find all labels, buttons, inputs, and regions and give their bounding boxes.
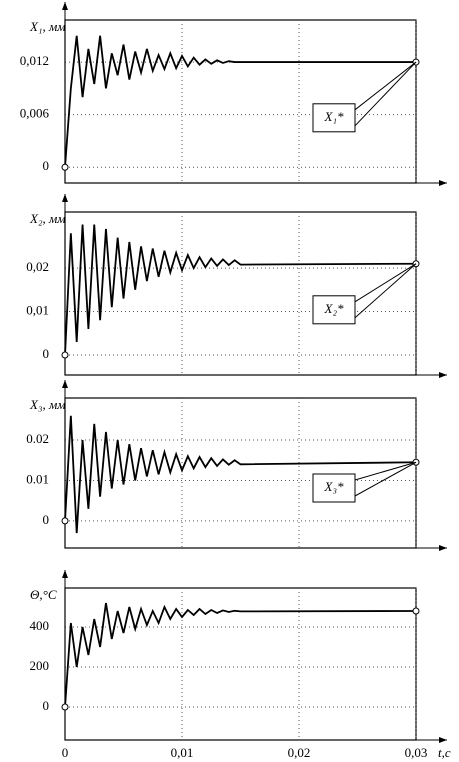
- callout-line: [354, 61, 417, 111]
- y-axis-label: X₂, мм: [29, 211, 66, 226]
- point-marker: [61, 517, 69, 525]
- y-axis-label: X₃, мм: [29, 397, 66, 412]
- y-tick-label: 0.01: [26, 471, 49, 486]
- plot-frame: [64, 397, 417, 549]
- y-tick-label: 0: [43, 698, 50, 713]
- point-marker: [412, 607, 420, 615]
- plot-frame: [64, 19, 417, 184]
- annotation: X₁*: [324, 109, 344, 124]
- y-tick-label: 0,02: [26, 259, 49, 274]
- plot-frame: [64, 211, 417, 376]
- callout-line: [354, 263, 417, 319]
- y-tick-label: 200: [30, 658, 50, 673]
- annotation: X₃*: [324, 479, 344, 494]
- y-tick-label: 0.02: [26, 431, 49, 446]
- annotation: X₂*: [324, 301, 344, 316]
- x-tick-label: 0,01: [171, 745, 194, 760]
- callout-line: [354, 61, 417, 127]
- y-tick-label: 400: [30, 618, 50, 633]
- y-tick-label: 0,012: [20, 53, 49, 68]
- data-line: [64, 224, 417, 356]
- y-axis-label: X₁, мм: [29, 19, 66, 34]
- y-tick-label: 0,006: [20, 106, 50, 121]
- callout-line: [354, 263, 417, 303]
- data-line: [64, 415, 417, 534]
- annotation-box: [312, 473, 356, 503]
- x-axis-label: t,c: [438, 745, 451, 760]
- callout-line: [354, 461, 417, 497]
- y-tick-label: 0: [43, 346, 50, 361]
- point-marker: [61, 351, 69, 359]
- point-marker: [61, 703, 69, 711]
- annotation-box: [312, 103, 356, 133]
- data-line: [64, 602, 417, 708]
- y-tick-label: 0: [43, 158, 50, 173]
- point-marker: [61, 163, 69, 171]
- annotation-box: [312, 295, 356, 325]
- x-tick-label: 0,02: [288, 745, 311, 760]
- y-tick-label: 0,01: [26, 303, 49, 318]
- data-line: [64, 35, 416, 168]
- y-axis-label: Θ,°C: [30, 587, 57, 602]
- y-tick-label: 0: [43, 512, 50, 527]
- x-tick-label: 0: [62, 745, 69, 760]
- callout-line: [354, 461, 417, 481]
- x-tick-label: 0,03: [405, 745, 428, 760]
